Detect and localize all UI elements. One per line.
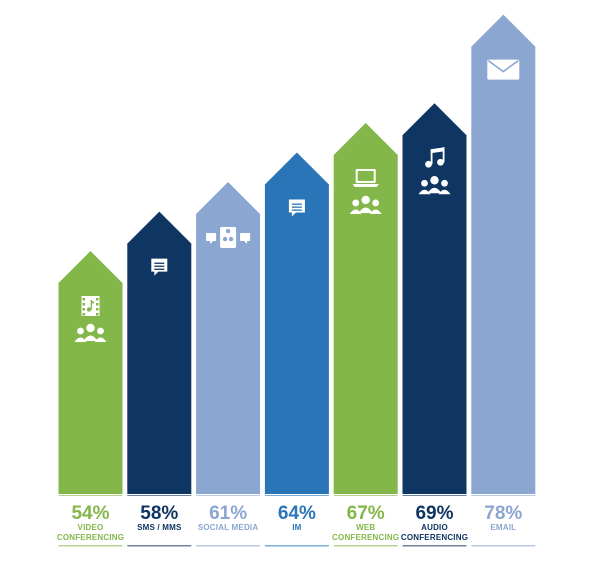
category-label: AUDIO bbox=[421, 523, 448, 532]
value-label: 67% bbox=[347, 503, 385, 524]
laptop-icon people-icon bbox=[349, 168, 382, 214]
music-note-icon bbox=[425, 147, 445, 168]
label-bottom-rule bbox=[333, 545, 398, 547]
category-label: SMS / MMS bbox=[137, 523, 182, 532]
category-label: IM bbox=[292, 523, 301, 532]
bar-2 bbox=[127, 211, 192, 494]
label-top-rule bbox=[196, 495, 261, 496]
label-bottom-rule bbox=[196, 545, 261, 547]
category-label: CONFERENCING bbox=[57, 533, 124, 542]
category-label: VIDEO bbox=[78, 523, 104, 532]
value-label: 54% bbox=[71, 503, 109, 524]
value-label: 58% bbox=[140, 503, 178, 524]
bar-4 bbox=[264, 152, 329, 494]
category-label: SOCIAL MEDIA bbox=[198, 523, 259, 532]
icons-group bbox=[74, 59, 520, 342]
chat-bubble-icon bbox=[288, 199, 305, 217]
bar-3 bbox=[196, 182, 261, 495]
value-label: 64% bbox=[278, 503, 316, 524]
social-media-icon bbox=[206, 227, 251, 249]
film-music-icon people-icon bbox=[74, 296, 107, 342]
film-music-icon bbox=[81, 296, 100, 316]
label-bottom-rule bbox=[471, 545, 536, 547]
value-label: 78% bbox=[484, 503, 522, 524]
people-icon bbox=[349, 195, 382, 214]
label-bottom-rule bbox=[402, 545, 467, 547]
category-label: CONFERENCING bbox=[332, 533, 399, 542]
bars-group bbox=[58, 14, 536, 495]
bar-7 bbox=[471, 14, 536, 494]
bar-6 bbox=[402, 103, 467, 494]
envelope-icon bbox=[487, 59, 520, 80]
social-media-icon bbox=[206, 227, 251, 249]
label-top-rule bbox=[58, 495, 123, 496]
category-label: CONFERENCING bbox=[401, 533, 468, 542]
label-bottom-rule bbox=[127, 545, 192, 547]
people-icon bbox=[74, 323, 107, 342]
label-top-rule bbox=[127, 495, 192, 496]
label-bottom-rule bbox=[264, 545, 329, 547]
laptop-icon bbox=[352, 168, 379, 187]
chat-bubble-icon bbox=[151, 258, 168, 276]
bar-5 bbox=[333, 122, 398, 494]
chat-bubble-icon bbox=[151, 258, 168, 276]
label-top-rule bbox=[402, 495, 467, 496]
value-label: 69% bbox=[415, 503, 453, 524]
value-label: 61% bbox=[209, 503, 247, 524]
label-bottom-rule bbox=[58, 545, 123, 547]
label-top-rule bbox=[471, 495, 536, 496]
category-label: EMAIL bbox=[490, 523, 516, 532]
label-top-rule bbox=[264, 495, 329, 496]
bar-1 bbox=[58, 251, 123, 494]
music-note-icon people-icon bbox=[418, 147, 451, 195]
label-top-rule bbox=[333, 495, 398, 496]
category-label: WEB bbox=[356, 523, 375, 532]
envelope-icon bbox=[487, 59, 520, 80]
chat-bubble-icon bbox=[288, 199, 305, 217]
people-icon bbox=[418, 176, 451, 195]
